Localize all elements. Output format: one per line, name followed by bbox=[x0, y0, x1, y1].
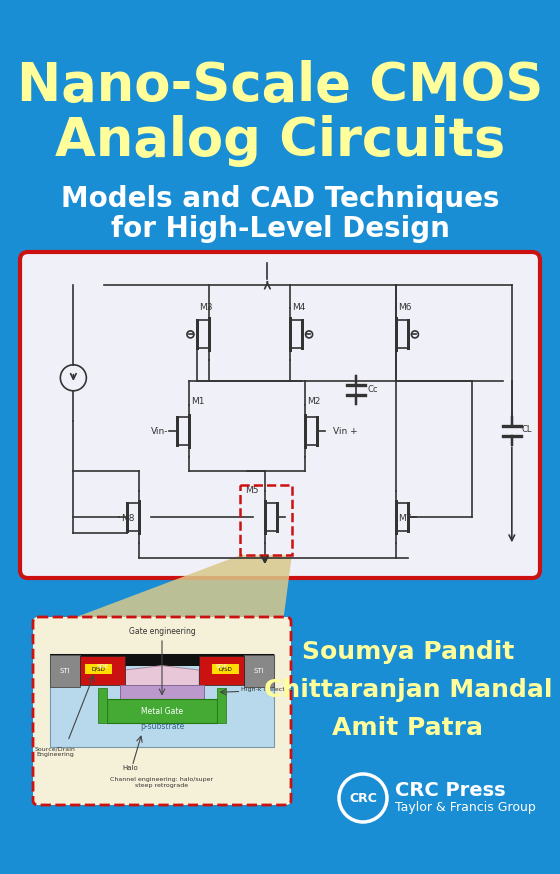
Text: Halo: Halo bbox=[122, 765, 138, 771]
Bar bbox=[199, 656, 244, 685]
Text: M8: M8 bbox=[121, 514, 134, 524]
Text: Vin +: Vin + bbox=[333, 427, 358, 436]
FancyBboxPatch shape bbox=[20, 252, 540, 578]
Text: Soumya Pandit: Soumya Pandit bbox=[302, 640, 514, 664]
Text: D/SD: D/SD bbox=[218, 666, 232, 671]
Text: High-k dielectric: High-k dielectric bbox=[241, 687, 293, 692]
Text: SDE: SDE bbox=[96, 664, 109, 669]
Text: CL: CL bbox=[522, 426, 533, 434]
Text: CRC: CRC bbox=[349, 792, 377, 804]
FancyBboxPatch shape bbox=[33, 617, 291, 805]
Text: M6: M6 bbox=[398, 303, 412, 312]
Bar bbox=[120, 685, 204, 698]
Text: Source/Drain
Engineering: Source/Drain Engineering bbox=[35, 746, 76, 758]
Text: Cc: Cc bbox=[367, 385, 378, 394]
Bar bbox=[240, 485, 292, 555]
Bar bbox=[244, 655, 274, 687]
Text: STI: STI bbox=[60, 668, 71, 674]
Bar bbox=[50, 654, 274, 746]
Text: Amit Patra: Amit Patra bbox=[333, 716, 483, 740]
Polygon shape bbox=[42, 555, 292, 630]
Bar bbox=[50, 655, 80, 687]
Text: M7: M7 bbox=[398, 514, 412, 524]
Text: Analog Circuits: Analog Circuits bbox=[55, 115, 505, 167]
Text: M4: M4 bbox=[292, 303, 305, 312]
Text: STI: STI bbox=[254, 668, 264, 674]
Bar bbox=[217, 688, 226, 724]
Bar bbox=[85, 664, 113, 674]
Text: Nano-Scale CMOS: Nano-Scale CMOS bbox=[17, 60, 543, 112]
Text: M1: M1 bbox=[192, 398, 205, 406]
Text: Models and CAD Techniques: Models and CAD Techniques bbox=[60, 185, 500, 213]
Text: Taylor & Francis Group: Taylor & Francis Group bbox=[395, 801, 536, 815]
Text: for High-Level Design: for High-Level Design bbox=[110, 215, 450, 243]
Bar bbox=[80, 656, 125, 685]
Text: CRC Press: CRC Press bbox=[395, 780, 506, 800]
Text: Metal Gate: Metal Gate bbox=[141, 706, 183, 716]
Text: Channel engineering: halo/super
steep retrograde: Channel engineering: halo/super steep re… bbox=[110, 777, 213, 787]
Text: p-substrate: p-substrate bbox=[140, 722, 184, 731]
Polygon shape bbox=[125, 666, 199, 690]
Text: SDE: SDE bbox=[215, 664, 228, 669]
Text: M2: M2 bbox=[307, 398, 320, 406]
Text: Chittaranjan Mandal: Chittaranjan Mandal bbox=[264, 678, 552, 702]
Bar bbox=[212, 664, 239, 674]
Bar bbox=[97, 688, 108, 724]
Bar bbox=[108, 698, 217, 724]
Bar bbox=[50, 654, 274, 666]
Text: Gate engineering: Gate engineering bbox=[129, 628, 195, 636]
Text: M3: M3 bbox=[199, 303, 213, 312]
Text: D/SD: D/SD bbox=[92, 666, 106, 671]
Text: M5: M5 bbox=[245, 486, 258, 496]
Text: Vin-: Vin- bbox=[151, 427, 169, 436]
